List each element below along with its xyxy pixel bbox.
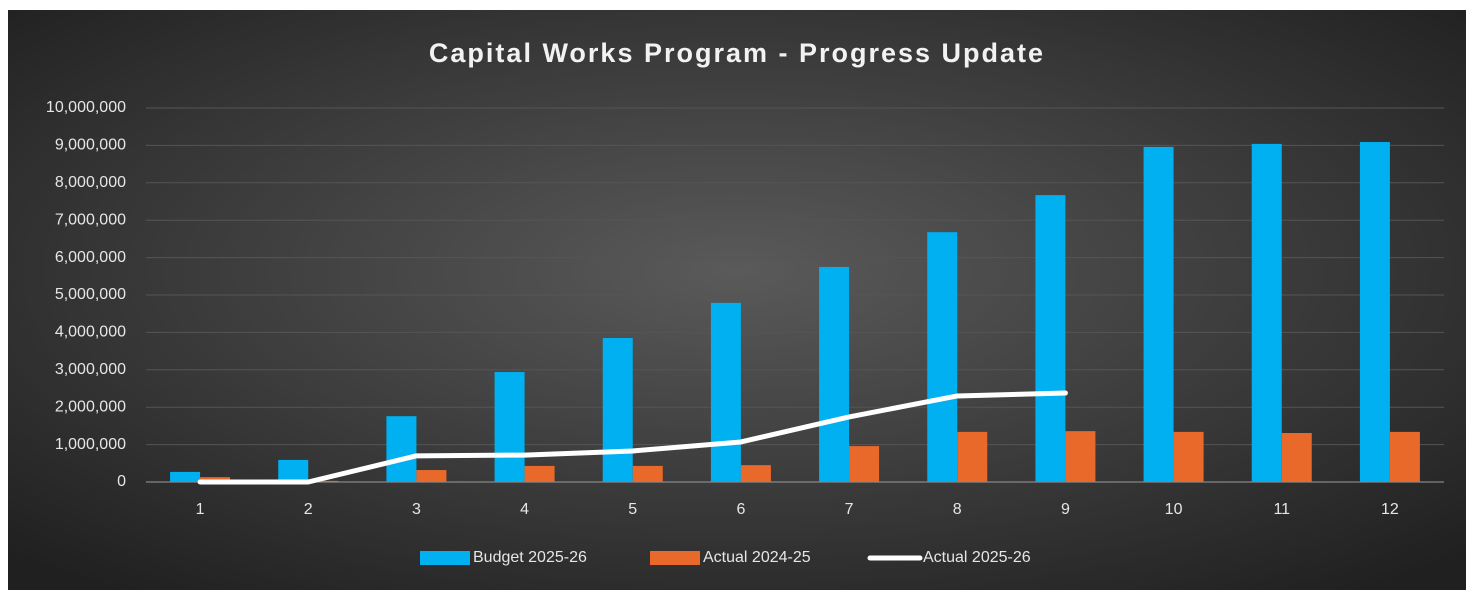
chart-background [8, 10, 1466, 590]
bar [602, 338, 633, 482]
y-tick-label: 0 [117, 473, 126, 490]
bar [386, 416, 417, 482]
y-tick-label: 2,000,000 [55, 398, 126, 415]
bar [494, 372, 525, 482]
legend-swatch [420, 551, 470, 565]
bar [1281, 433, 1312, 482]
x-tick-label: 6 [736, 501, 745, 518]
bar [524, 465, 555, 482]
bar [1065, 431, 1096, 482]
bar [632, 465, 663, 482]
y-tick-label: 3,000,000 [55, 361, 126, 378]
bar [849, 446, 880, 482]
bar [1143, 146, 1174, 482]
x-tick-label: 9 [1061, 501, 1070, 518]
legend-label: Budget 2025-26 [473, 549, 587, 566]
bar [927, 232, 958, 482]
legend-label: Actual 2025-26 [923, 549, 1031, 566]
x-tick-label: 7 [845, 501, 854, 518]
x-tick-label: 8 [953, 501, 962, 518]
x-tick-label: 1 [196, 501, 205, 518]
bar [1251, 143, 1282, 483]
y-tick-label: 1,000,000 [55, 436, 126, 453]
x-tick-label: 2 [304, 501, 313, 518]
y-tick-label: 6,000,000 [55, 249, 126, 266]
bar [1035, 195, 1066, 482]
x-tick-label: 10 [1165, 501, 1183, 518]
bar [170, 471, 201, 482]
bar [740, 465, 771, 482]
bar [710, 302, 741, 482]
x-tick-label: 3 [412, 501, 421, 518]
line [197, 390, 1068, 485]
x-tick-label: 11 [1273, 501, 1290, 518]
x-tick-label: 5 [628, 501, 637, 518]
bar [819, 266, 850, 482]
y-tick-label: 8,000,000 [55, 174, 126, 191]
y-tick-label: 7,000,000 [55, 211, 126, 228]
bar [957, 431, 988, 482]
bar [278, 459, 309, 482]
bar [1389, 431, 1420, 482]
y-tick-label: 10,000,000 [46, 99, 126, 116]
y-tick-label: 4,000,000 [55, 324, 126, 341]
bar [308, 480, 339, 482]
y-tick-label: 9,000,000 [55, 137, 126, 154]
x-tick-label: 4 [520, 501, 529, 518]
bar [416, 470, 447, 482]
x-tick-label: 12 [1381, 501, 1399, 518]
legend-label: Actual 2024-25 [703, 549, 811, 566]
bar [1359, 142, 1390, 482]
legend-swatch [650, 551, 700, 565]
chart-title: Capital Works Program - Progress Update [429, 38, 1045, 68]
bar [1173, 431, 1204, 482]
y-tick-label: 5,000,000 [55, 286, 126, 303]
